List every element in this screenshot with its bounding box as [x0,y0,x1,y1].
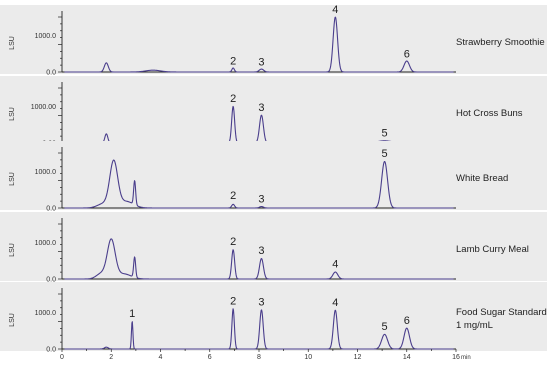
peak-label: 6 [404,49,410,61]
y-tick-label-1000: 1000.00 [31,104,56,111]
peak-label: 3 [258,297,264,309]
panel-background [0,212,547,281]
sample-label: Food Sugar Standard [456,307,547,318]
sample-label: Hot Cross Buns [456,108,523,119]
peak-label: 4 [332,297,338,309]
y-tick-label-zero: 0.0 [46,70,56,77]
peak-label: 4 [332,258,338,270]
chromatogram-trace [64,159,454,209]
y-axis-label: LSU [9,172,16,186]
peak-label: 5 [382,148,388,160]
panel-background [0,141,547,210]
sample-label: White Bread [456,173,508,184]
y-axis-label: LSU [9,107,16,121]
x-tick-label: 12 [354,354,362,360]
x-tick-label: 6 [208,354,212,360]
x-tick-label: 16 [452,354,460,360]
peak-label: 2 [230,93,236,105]
peak-label: 5 [382,128,388,140]
y-axis-label: LSU [9,313,16,327]
y-axis-label: LSU [9,243,16,257]
x-tick-label: 4 [159,354,163,360]
sample-label: Lamb Curry Meal [456,244,529,255]
panel-background [0,282,547,351]
y-tick-label-1000: 1000.0 [35,33,57,40]
peak-label: 3 [258,57,264,69]
panel-background [0,76,547,145]
panel-background [0,5,547,74]
peak-label: 3 [258,194,264,206]
x-tick-label: 8 [257,354,261,360]
y-tick-label-1000: 1000.0 [35,240,57,247]
peak-label: 5 [382,321,388,333]
y-tick-label-zero: 0.0 [46,277,56,284]
chromatogram-trace [64,16,454,73]
x-axis-unit: min [461,355,471,360]
x-tick-label: 10 [304,354,312,360]
chromatogram-trace [64,308,454,350]
sample-label: 1 mg/mL [456,320,493,331]
peak-label: 3 [258,102,264,114]
peak-label: 2 [230,56,236,68]
peak-label: 6 [404,315,410,327]
x-tick-label: 14 [403,354,411,360]
y-tick-label-1000: 1000.0 [35,169,57,176]
peak-label: 1 [129,308,135,320]
sample-label: Strawberry Smoothie [456,37,545,48]
x-tick-label: 0 [60,354,64,360]
peak-label: 3 [258,245,264,257]
peak-label: 2 [230,295,236,307]
y-axis-label: LSU [9,36,16,50]
chromatogram-trace [64,238,454,280]
y-tick-label-zero: 0.0 [46,206,56,213]
peak-label: 2 [230,236,236,248]
y-tick-label-1000: 1000.0 [35,310,57,317]
y-tick-label-zero: 0.0 [46,347,56,354]
x-tick-label: 2 [109,354,113,360]
peak-label: 4 [332,4,338,16]
peak-label: 2 [230,190,236,202]
